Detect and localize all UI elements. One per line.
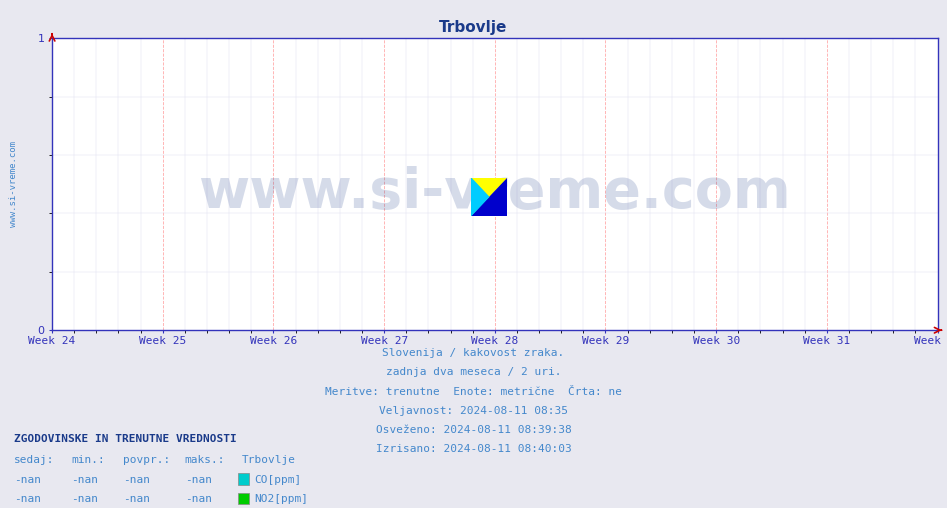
Text: -nan: -nan (185, 474, 212, 485)
Text: -nan: -nan (185, 494, 212, 504)
Polygon shape (471, 178, 507, 216)
Text: maks.:: maks.: (185, 455, 225, 465)
Text: ZGODOVINSKE IN TRENUTNE VREDNOSTI: ZGODOVINSKE IN TRENUTNE VREDNOSTI (14, 434, 237, 444)
Text: www.si-vreme.com: www.si-vreme.com (199, 166, 791, 220)
Text: -nan: -nan (14, 474, 42, 485)
Text: Izrisano: 2024-08-11 08:40:03: Izrisano: 2024-08-11 08:40:03 (376, 444, 571, 455)
Text: min.:: min.: (71, 455, 105, 465)
Text: Osveženo: 2024-08-11 08:39:38: Osveženo: 2024-08-11 08:39:38 (376, 425, 571, 435)
Text: -nan: -nan (14, 494, 42, 504)
Text: Trbovlje: Trbovlje (241, 455, 295, 465)
Text: Trbovlje: Trbovlje (439, 20, 508, 36)
Text: CO[ppm]: CO[ppm] (254, 474, 301, 485)
Text: NO2[ppm]: NO2[ppm] (254, 494, 308, 504)
Polygon shape (471, 178, 489, 216)
Polygon shape (471, 178, 507, 216)
Text: zadnja dva meseca / 2 uri.: zadnja dva meseca / 2 uri. (385, 367, 562, 377)
Text: -nan: -nan (123, 494, 151, 504)
Text: -nan: -nan (71, 474, 98, 485)
Text: www.si-vreme.com: www.si-vreme.com (9, 141, 18, 227)
Text: Slovenija / kakovost zraka.: Slovenija / kakovost zraka. (383, 348, 564, 358)
Text: Meritve: trenutne  Enote: metrične  Črta: ne: Meritve: trenutne Enote: metrične Črta: … (325, 387, 622, 397)
Text: Veljavnost: 2024-08-11 08:35: Veljavnost: 2024-08-11 08:35 (379, 406, 568, 416)
Text: -nan: -nan (71, 494, 98, 504)
Text: povpr.:: povpr.: (123, 455, 170, 465)
Text: sedaj:: sedaj: (14, 455, 55, 465)
Text: -nan: -nan (123, 474, 151, 485)
